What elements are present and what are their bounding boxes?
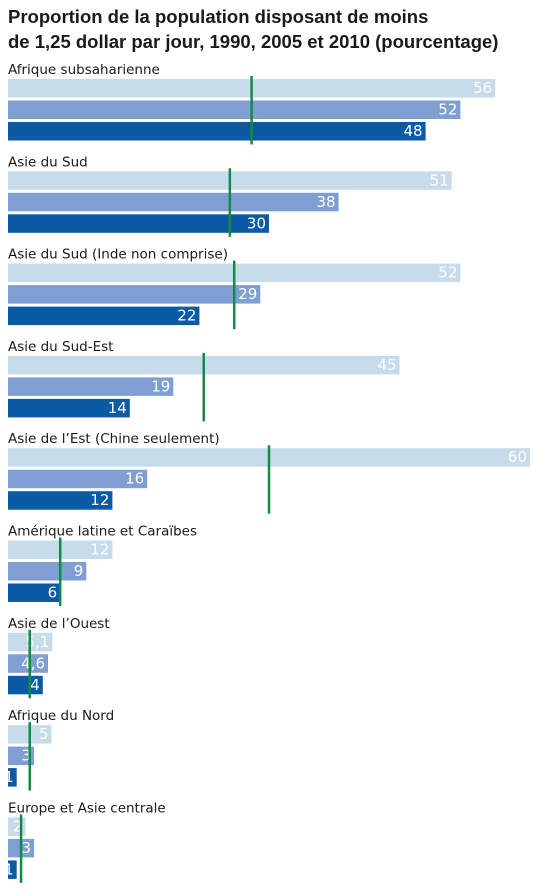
bar-2010 [8,860,17,879]
target-line [202,352,205,422]
bar-2010 [8,306,200,326]
bar-value-label: 52 [438,264,457,282]
bar-value-label: 48 [404,122,423,140]
category-label: Asie du Sud [8,154,88,170]
bar-2010 [8,214,269,233]
bar-value-label: 1 [4,768,14,786]
bar-value-label: 19 [151,377,170,395]
target-line [267,445,271,514]
bar-value-label: 5,1 [26,633,50,651]
bar-2005 [8,285,261,304]
bar-2005 [8,192,339,212]
bar-2010 [8,122,426,141]
category-label: Asie du Sud-Est [8,339,113,355]
bar-value-label: 3 [22,747,32,765]
bar-2010 [8,583,61,602]
bar-value-label: 51 [430,171,449,189]
bar-2005 [8,100,461,119]
bar-group: Asie du Sud (Inde non comprise) 52 29 22 [8,247,461,330]
bar-2005 [8,654,49,673]
category-label: Amérique latine et Caraïbes [8,524,197,540]
target-line [58,537,62,606]
bar-2005 [8,377,174,396]
chart-title: Proportion de la population disposant de… [8,4,544,54]
bar-value-label: 16 [125,470,144,488]
bar-value-label: 29 [238,285,257,303]
bar-value-label: 2 [13,817,23,835]
bar-group: Asie du Sud 51 38 30 [8,154,452,237]
bar-value-label: 12 [90,541,109,559]
bar-value-label: 4,6 [21,654,45,672]
bar-value-label: 5 [39,725,49,743]
category-label: Asie de l’Ouest [8,616,110,632]
chart-title-line-1: Proportion de la population disposant de… [8,6,429,27]
bar-value-label: 52 [438,101,457,119]
target-line [232,260,236,330]
bar-value-label: 45 [377,356,396,374]
bar-value-label: 30 [247,214,266,232]
bar-value-label: 56 [473,79,492,97]
bar-value-label: 1 [4,860,14,878]
bar-value-label: 14 [108,399,127,417]
bar-value-label: 12 [90,491,109,509]
target-line [28,722,31,791]
bar-2010 [8,398,130,418]
target-line [28,629,31,699]
target-line [228,168,232,237]
target-line [250,76,253,145]
bar-group: Asie du Sud-Est 45 19 14 [8,339,400,422]
target-line [19,814,23,883]
chart-title-line-2: de 1,25 dollar par jour, 1990, 2005 et 2… [8,31,499,52]
bar-value-label: 22 [177,307,196,325]
bar-value-label: 38 [317,193,336,211]
bar-value-label: 4 [30,676,40,694]
bar-2010 [8,491,113,510]
bar-2005 [8,746,35,766]
bar-2005 [8,562,87,581]
category-label: Asie de l’Est (Chine seulement) [8,431,220,447]
bar-2005 [8,469,148,489]
category-label: Asie du Sud (Inde non comprise) [8,247,228,263]
bar-value-label: 6 [48,584,58,602]
bar-group: Asie de l’Est (Chine seulement) 60 16 12 [8,431,530,514]
bar-value-label: 60 [508,448,527,466]
category-label: Europe et Asie centrale [8,800,166,816]
bar-2010 [8,675,43,695]
category-label: Afrique subsaharienne [8,62,160,78]
bar-group: Afrique subsaharienne 56 52 48 [8,62,496,145]
bar-2010 [8,768,17,787]
bar-value-label: 3 [22,839,32,857]
bar-value-label: 9 [74,562,84,580]
category-label: Afrique du Nord [8,708,114,724]
